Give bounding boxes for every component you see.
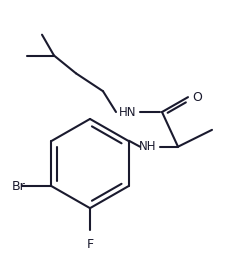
Text: NH: NH <box>139 140 157 153</box>
Text: HN: HN <box>119 105 137 119</box>
Text: O: O <box>192 91 202 104</box>
Text: Br: Br <box>12 180 26 193</box>
Text: F: F <box>87 238 94 251</box>
